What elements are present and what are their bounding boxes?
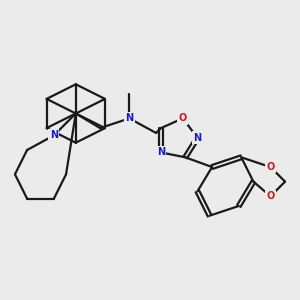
Text: O: O — [266, 191, 274, 201]
Text: O: O — [266, 162, 274, 172]
Text: N: N — [194, 133, 202, 143]
Text: N: N — [125, 113, 134, 123]
Text: N: N — [50, 130, 58, 140]
Text: N: N — [157, 147, 165, 158]
Text: O: O — [179, 113, 187, 123]
